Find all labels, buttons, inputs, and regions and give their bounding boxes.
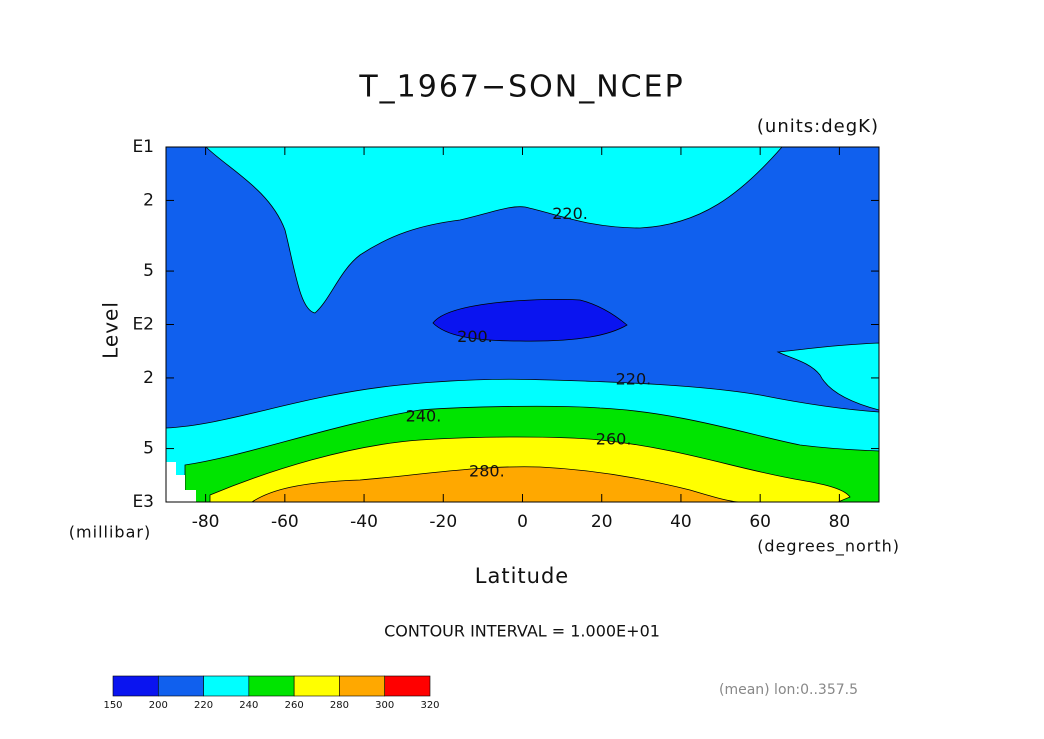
y-tick-label: 5: [143, 439, 154, 459]
y-units: (millibar): [69, 523, 151, 542]
y-tick-label: 5: [143, 261, 154, 281]
contour-label: 260.: [596, 430, 632, 449]
x-tick-label: 20: [591, 512, 613, 532]
contour-label: 220.: [552, 204, 588, 223]
plot-area: [165, 146, 880, 503]
x-tick-label: -80: [192, 512, 220, 532]
colorbar-box: [203, 675, 250, 697]
colorbar-label: 280: [330, 700, 349, 711]
x-tick-label: -40: [350, 512, 378, 532]
x-tick-label: 60: [749, 512, 771, 532]
y-tick-label: E2: [132, 315, 154, 335]
colorbar-label: 200: [149, 700, 168, 711]
x-tick-label: 0: [517, 512, 528, 532]
y-tick-label: E1: [132, 137, 154, 157]
missing-region: [166, 462, 196, 502]
contour-label: 200.: [457, 327, 493, 346]
colorbar-box: [112, 675, 159, 697]
colorbar-box: [248, 675, 295, 697]
colorbar-label: 220: [194, 700, 213, 711]
chart-title: T_1967−SON_NCEP: [358, 70, 684, 105]
y-tick-label: 2: [143, 190, 154, 210]
x-units: (degrees_north): [757, 537, 900, 557]
x-tick-label: 40: [670, 512, 692, 532]
colorbar-box: [384, 675, 431, 697]
x-tick-label: 80: [829, 512, 851, 532]
colorbar-box: [339, 675, 386, 697]
colorbar-label: 300: [375, 700, 394, 711]
footer: (mean) lon:0..357.5: [719, 682, 858, 698]
colorbar-box: [157, 675, 204, 697]
contour-label: 240.: [406, 407, 442, 426]
colorbar-label: 240: [239, 700, 258, 711]
contour-label: 280.: [469, 462, 505, 481]
contour-fill: [776, 342, 880, 411]
y-axis-label: Level: [99, 301, 123, 359]
colorbar-box: [293, 675, 340, 697]
colorbar-label: 320: [420, 700, 439, 711]
colorbar-label: 260: [285, 700, 304, 711]
contour-label: 220.: [616, 369, 652, 388]
y-tick-label: E3: [132, 492, 154, 512]
contour-interval: CONTOUR INTERVAL = 1.000E+01: [384, 622, 660, 641]
contour-fill: [250, 466, 741, 503]
contour-fill: [432, 299, 628, 342]
x-axis-label: Latitude: [475, 564, 569, 588]
y-tick-label: 2: [143, 368, 154, 388]
x-tick-label: -60: [271, 512, 299, 532]
units: (units:degK): [757, 116, 879, 137]
contour-fill: [205, 146, 783, 314]
x-tick-label: -20: [429, 512, 457, 532]
colorbar-label: 150: [103, 700, 122, 711]
